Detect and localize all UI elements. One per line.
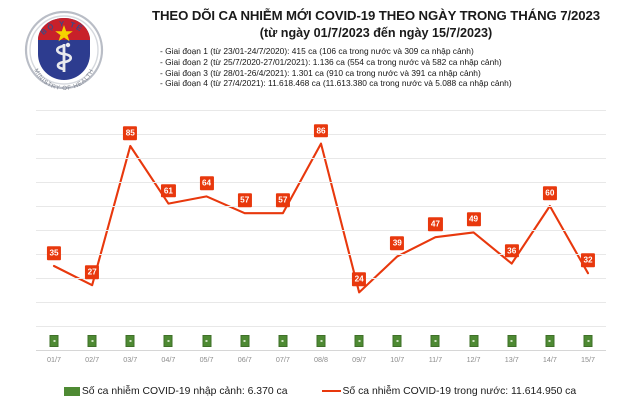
- title-block: THEO DÕI CA NHIỄM MỚI COVID-19 THEO NGÀY…: [118, 8, 634, 41]
- page-title: THEO DÕI CA NHIỄM MỚI COVID-19 THEO NGÀY…: [152, 8, 600, 23]
- legend-label-imported: Số ca nhiễm COVID-19 nhập cảnh: 6.370 ca: [81, 385, 288, 397]
- data-label: 39: [390, 236, 405, 251]
- x-axis-tick: 14/7: [542, 355, 557, 364]
- x-axis-tick: 15/7: [581, 355, 595, 364]
- gridline: [36, 206, 606, 207]
- gridline: [36, 326, 606, 327]
- page-subtitle: (từ ngày 01/7/2023 đến ngày 15/7/2023): [259, 26, 493, 40]
- legend-item-imported: Số ca nhiễm COVID-19 nhập cảnh: 6.370 ca: [63, 385, 288, 397]
- imported-cases-marker: [583, 335, 593, 347]
- data-label: 47: [428, 217, 443, 231]
- legend-item-domestic: Số ca nhiễm COVID-19 trong nước: 11.614.…: [321, 385, 577, 397]
- imported-cases-marker: [240, 335, 250, 347]
- period-line-1: - Giai đoạn 1 (từ 23/01-24/7/2020): 415 …: [160, 46, 474, 56]
- data-label: 32: [580, 253, 596, 267]
- period-line-3: - Giai đoạn 3 (từ 28/01-26/4/2021): 1.30…: [160, 67, 481, 78]
- chart-header: BỘ Y TẾ MINISTRY OF HEALTH THEO DÕI CA N…: [0, 0, 640, 100]
- data-label: 86: [313, 123, 329, 138]
- gridline: [36, 302, 606, 303]
- x-axis-tick: 04/7: [161, 355, 176, 364]
- gridline: [36, 182, 606, 183]
- gridline: [36, 254, 606, 255]
- data-label: 64: [199, 176, 214, 191]
- imported-cases-marker: [202, 335, 212, 347]
- chart-area: --100200300400501601701801901100101/702/…: [0, 100, 640, 385]
- gridline: [36, 158, 606, 159]
- x-axis-tick: 01/7: [47, 355, 61, 364]
- data-label: 36: [504, 243, 519, 258]
- imported-cases-marker: [469, 335, 479, 347]
- imported-cases-marker: [125, 335, 135, 347]
- chart-legend: Số ca nhiễm COVID-19 nhập cảnh: 6.370 ca…: [0, 381, 640, 401]
- data-label: 85: [123, 126, 138, 140]
- period-line-2: - Giai đoạn 2 (từ 25/7/2020-27/01/2021):…: [160, 56, 502, 67]
- gridline: [36, 278, 606, 279]
- x-axis-tick: 02/7: [85, 355, 100, 364]
- data-label: 57: [237, 193, 252, 207]
- x-axis-tick: 11/7: [428, 355, 443, 364]
- x-axis-tick: 06/7: [237, 355, 252, 364]
- period-line-4: - Giai đoạn 4 (từ 27/4/2021): 11.618.468…: [160, 78, 512, 89]
- imported-cases-marker: [354, 335, 364, 347]
- imported-cases-marker: [278, 335, 288, 347]
- imported-cases-marker: [49, 335, 59, 347]
- x-axis-tick: 10/7: [390, 355, 405, 364]
- imported-cases-marker: [392, 335, 402, 347]
- moh-emblem-icon: BỘ Y TẾ MINISTRY OF HEALTH: [24, 10, 104, 92]
- x-axis-tick: 09/7: [352, 355, 367, 364]
- domestic-cases-line: [52, 142, 590, 294]
- red-line-icon: [321, 390, 341, 392]
- gridline: [36, 110, 606, 111]
- data-label: 35: [46, 246, 62, 260]
- imported-cases-marker: [430, 335, 440, 347]
- legend-label-domestic: Số ca nhiễm COVID-19 trong nước: 11.614.…: [342, 385, 577, 397]
- gridline: [36, 230, 606, 231]
- data-label: 57: [275, 193, 290, 207]
- green-square-icon: [63, 386, 80, 396]
- x-axis-tick: 13/7: [504, 355, 519, 364]
- ministry-of-health-logo: BỘ Y TẾ MINISTRY OF HEALTH: [18, 6, 110, 94]
- period-summary-list: - Giai đoạn 1 (từ 23/01-24/7/2020): 415 …: [160, 46, 638, 89]
- imported-cases-marker: [545, 335, 555, 347]
- data-label: 24: [352, 272, 367, 287]
- plot-region: --100200300400501601701801901100101/702/…: [36, 104, 606, 372]
- x-axis-tick: 05/7: [199, 355, 214, 364]
- data-label: 49: [466, 212, 481, 227]
- x-axis-tick: 12/7: [466, 355, 481, 364]
- imported-cases-marker: [507, 335, 517, 347]
- x-axis-tick: 03/7: [123, 355, 138, 364]
- imported-cases-marker: [316, 335, 326, 347]
- line-series-svg: [52, 142, 590, 294]
- data-label: 60: [542, 186, 557, 200]
- x-axis-tick: 08/8: [314, 355, 328, 364]
- x-axis-tick: 07/7: [275, 355, 290, 364]
- imported-cases-marker: [163, 335, 173, 347]
- data-label: 61: [161, 183, 176, 198]
- imported-cases-marker: [87, 335, 97, 347]
- axis-baseline: [36, 350, 606, 351]
- data-label: 27: [85, 265, 100, 279]
